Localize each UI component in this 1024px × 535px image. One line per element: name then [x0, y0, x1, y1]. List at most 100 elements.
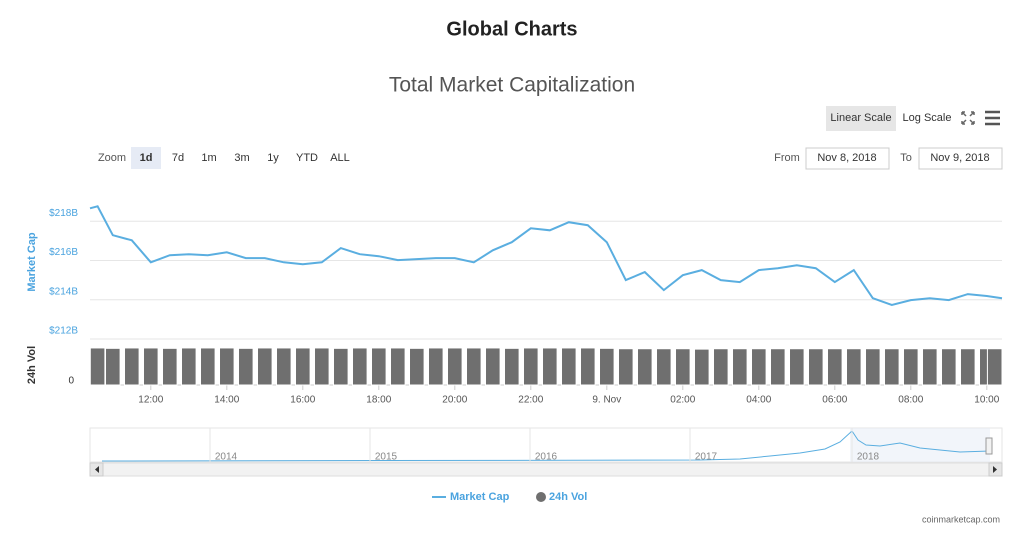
- from-label: From: [774, 152, 800, 164]
- navigator-label: 2017: [695, 452, 718, 463]
- volume-bar: [276, 347, 292, 386]
- to-input[interactable]: [918, 147, 1003, 170]
- navigator-line: [101, 430, 991, 462]
- zoom-button-selected[interactable]: [131, 147, 161, 169]
- volume-bar: [105, 347, 121, 386]
- volume-bar: [238, 347, 254, 386]
- navigator-labels: 2014 2015 2016 2017 2018: [209, 428, 880, 463]
- navigator-label: 2015: [375, 452, 398, 463]
- x-tick-label: 04:00: [746, 395, 771, 406]
- legend-label[interactable]: 24h Vol: [549, 491, 587, 503]
- volume-bar: [181, 347, 197, 386]
- zoom-button[interactable]: ALL: [330, 152, 350, 164]
- volume-bar: [428, 347, 444, 386]
- volume-bar: [751, 348, 767, 386]
- volume-bar: [637, 348, 653, 386]
- legend-label[interactable]: Market Cap: [450, 491, 510, 503]
- to-label: To: [900, 152, 912, 164]
- x-tick-label: 22:00: [518, 395, 543, 406]
- volume-bar: [352, 347, 368, 386]
- zoom-buttons: 1d 7d 1m 3m 1y YTD ALL: [131, 147, 350, 169]
- volume-bar: [732, 348, 748, 386]
- volume-bar: [770, 348, 786, 386]
- credit: coinmarketcap.com: [922, 514, 1000, 524]
- zoom-button[interactable]: 7d: [172, 152, 184, 164]
- to-date[interactable]: Nov 9, 2018: [930, 152, 989, 164]
- menu-icon[interactable]: [985, 110, 1000, 126]
- volume-bar: [542, 347, 558, 386]
- navigator-handle[interactable]: [985, 437, 993, 455]
- volume-bar: [675, 348, 691, 386]
- y2-tick-label: 0: [68, 376, 74, 387]
- volume-bar: [808, 348, 824, 386]
- zoom-button[interactable]: 1y: [267, 152, 279, 164]
- zoom-button[interactable]: YTD: [296, 152, 318, 164]
- x-tick-label: 12:00: [138, 395, 163, 406]
- volume-bar: [846, 348, 862, 386]
- legend: Market Cap 24h Vol: [432, 491, 587, 503]
- x-tick-label: 10:00: [974, 395, 999, 406]
- legend-symbol: [536, 492, 546, 502]
- x-tick-label: 06:00: [822, 395, 847, 406]
- volume-bar: [694, 348, 710, 386]
- volume-bar: [390, 347, 406, 386]
- zoom-button[interactable]: 1m: [201, 152, 216, 164]
- volume-bar: [865, 348, 881, 386]
- market-cap-line: [89, 205, 1003, 307]
- volume-bar: [485, 347, 501, 386]
- volume-bar: [200, 347, 216, 386]
- y-tick-label: $212B: [49, 326, 78, 337]
- plot: $212B $214B $216B $218B 0 12:00 14:00 16:00 18:0…: [49, 205, 1003, 406]
- volume-bar: [371, 347, 387, 386]
- x-tick-label: 9. Nov: [592, 395, 621, 406]
- y2-axis-label: 24h Vol: [26, 346, 38, 384]
- x-tick-label: 16:00: [290, 395, 315, 406]
- navigator-label: 2018: [857, 452, 880, 463]
- volume-bar: [295, 347, 311, 386]
- navigator-label: 2016: [535, 452, 558, 463]
- y-tick-label: $216B: [49, 247, 78, 258]
- x-tick-label: 02:00: [670, 395, 695, 406]
- volume-bar: [599, 347, 615, 386]
- volume-bar: [466, 347, 482, 386]
- volume-bar: [986, 348, 1003, 386]
- linear-scale-label[interactable]: Linear Scale: [830, 112, 891, 124]
- volume-bar: [447, 347, 463, 386]
- from-date[interactable]: Nov 8, 2018: [817, 152, 876, 164]
- volume-bar: [580, 347, 596, 386]
- x-tick-label: 14:00: [214, 395, 239, 406]
- chart-title: Total Market Capitalization: [389, 74, 635, 97]
- zoom-button[interactable]: 1d: [140, 152, 153, 164]
- y-axis-label: Market Cap: [26, 232, 38, 292]
- volume-bar: [561, 347, 577, 386]
- volume-bar: [409, 347, 425, 386]
- zoom-label: Zoom: [98, 152, 126, 164]
- x-tick-label: 18:00: [366, 395, 391, 406]
- scroll-left-arrow: [95, 466, 99, 473]
- log-scale-label[interactable]: Log Scale: [903, 112, 952, 124]
- volume-bar: [89, 347, 106, 386]
- x-tick-label: 08:00: [898, 395, 923, 406]
- page-title: Global Charts: [446, 18, 577, 40]
- scrollbar[interactable]: [89, 462, 1003, 477]
- linear-scale-button[interactable]: [826, 106, 896, 131]
- volume-bar: [143, 347, 159, 386]
- from-input[interactable]: [805, 147, 890, 170]
- zoom-button[interactable]: 3m: [234, 152, 249, 164]
- volume-bar: [789, 348, 805, 386]
- y-tick-label: $218B: [49, 208, 78, 219]
- volume-bar: [960, 348, 976, 386]
- x-tick-label: 20:00: [442, 395, 467, 406]
- y-tick-label: $214B: [49, 286, 78, 297]
- volume-bar: [124, 347, 140, 386]
- volume-bar: [884, 348, 900, 386]
- navigator-mask: [850, 428, 990, 462]
- scroll-right-arrow: [993, 466, 997, 473]
- volume-bar: [903, 348, 919, 386]
- volume-bar: [941, 348, 957, 386]
- volume-bar: [523, 347, 539, 386]
- fullscreen-icon[interactable]: [961, 111, 975, 125]
- volume-bar: [713, 348, 729, 386]
- volume-bar: [219, 347, 235, 386]
